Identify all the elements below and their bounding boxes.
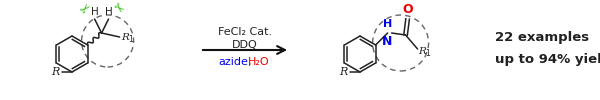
Text: H: H xyxy=(105,7,112,17)
Text: DDQ: DDQ xyxy=(232,40,258,50)
Text: R: R xyxy=(419,46,427,56)
Text: ✂: ✂ xyxy=(109,1,126,17)
Text: up to 94% yield: up to 94% yield xyxy=(495,54,600,66)
Text: ,: , xyxy=(247,57,251,67)
Text: O: O xyxy=(402,3,413,16)
Text: 22 examples: 22 examples xyxy=(495,32,589,44)
Text: ✂: ✂ xyxy=(78,1,95,17)
Text: 1: 1 xyxy=(128,36,133,44)
Text: H₂O: H₂O xyxy=(248,57,270,67)
Text: N: N xyxy=(382,35,392,48)
Text: R: R xyxy=(340,67,348,77)
Text: R: R xyxy=(122,32,130,42)
Text: H: H xyxy=(91,7,98,17)
Text: H: H xyxy=(383,19,392,29)
Text: 1: 1 xyxy=(425,50,430,58)
Text: R: R xyxy=(52,67,60,77)
Text: FeCl₂ Cat.: FeCl₂ Cat. xyxy=(218,27,272,37)
Text: azide: azide xyxy=(218,57,248,67)
